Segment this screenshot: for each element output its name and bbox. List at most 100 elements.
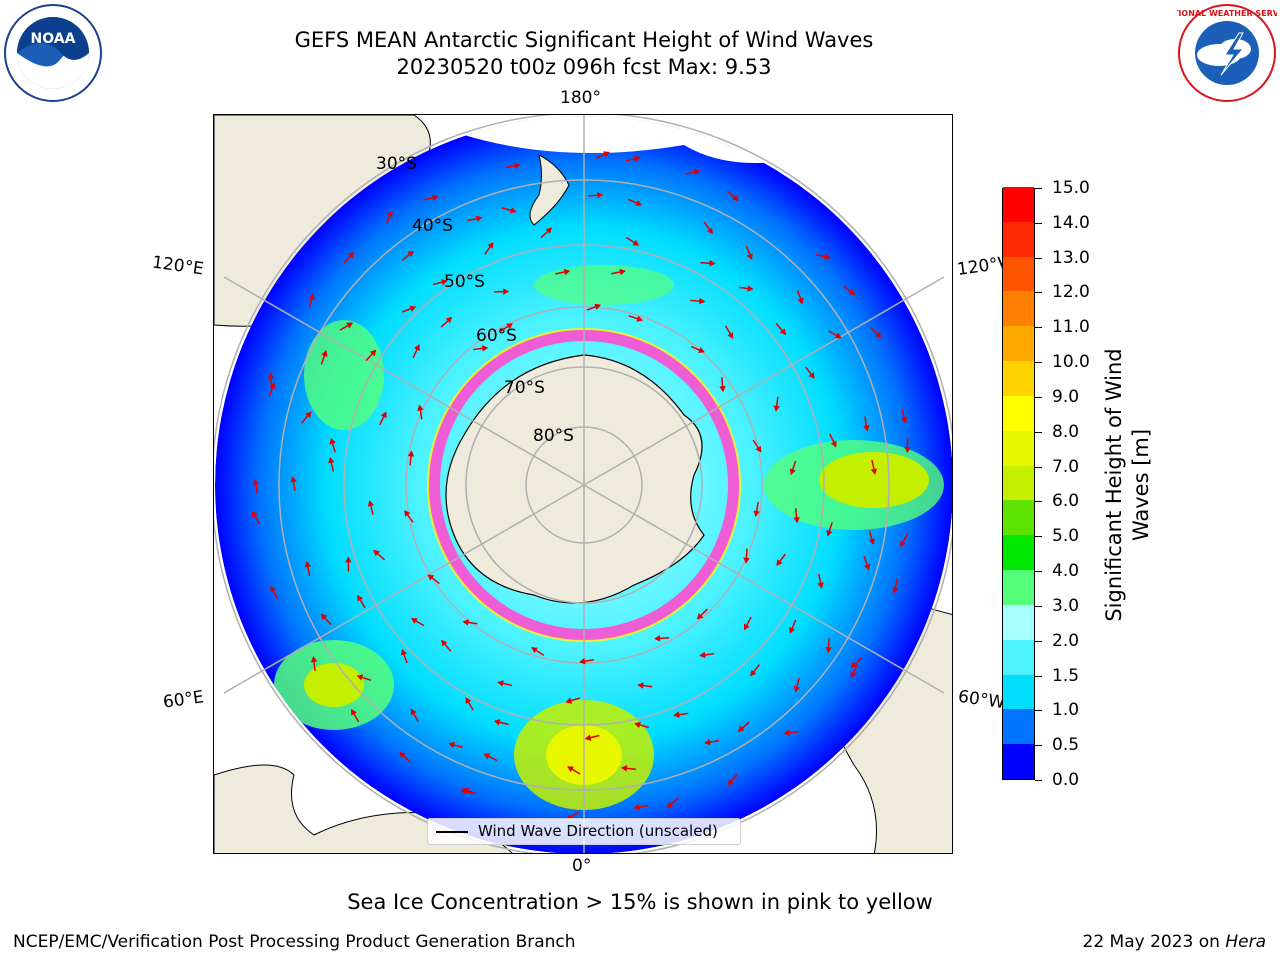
wave-arrow-head [719,385,726,393]
wave-arrow-head [584,734,592,741]
lon-label-60e: 60°E [161,687,206,713]
wave-arrow-head [565,697,573,704]
colorbar-segment [1003,465,1034,501]
footer-date-text: 22 May 2023 on [1082,932,1226,952]
colorbar-segment [1003,221,1034,257]
wave-arrow-head [304,560,311,568]
colorbar-segment [1003,743,1034,779]
colorbar-title-line2: Waves [m] [1129,428,1153,542]
wave-arrow-head [603,151,610,158]
colorbar-tick-mark [1035,222,1042,224]
colorbar-tick-label: 11.0 [1052,317,1090,338]
colorbar-tick-mark [1035,396,1042,398]
wave-arrow-head [481,345,489,352]
wave-arrow-head [345,556,352,563]
colorbar-tick-label: 5.0 [1052,526,1080,547]
wave-arrow-head [737,725,745,732]
colorbar-tick-label: 12.0 [1052,282,1090,303]
colorbar-tick-label: 0.0 [1052,770,1080,790]
wave-arrow-head [706,227,714,235]
wave-arrow-head [776,559,783,566]
wave-arrow-head [699,297,706,305]
wave-arrow-head [267,372,275,379]
wave-arrow-head [848,288,856,296]
wave-arrow-head [875,331,882,338]
wave-arrow-head [673,711,680,718]
colorbar-segment [1003,708,1034,745]
nws-logo-text: NATIONAL WEATHER SERVICE [1177,9,1277,18]
wave-arrow-head [693,168,701,176]
wave-arrow-head [727,779,734,786]
wave-arrow-head [746,253,753,260]
wave-arrow-head [755,445,762,453]
wave-arrow-head [633,803,640,811]
colorbar-segment [1003,395,1034,431]
colorbar-tick-label: 1.0 [1052,700,1080,721]
wave-arrow-head [698,347,705,354]
chart-title: GEFS MEAN Antarctic Significant Height o… [294,28,874,52]
wave-arrow-head [367,500,375,507]
wave-arrow-head [773,405,780,412]
wave-arrow-head [709,259,716,267]
colorbar-tick-label: 13.0 [1052,247,1090,268]
lat-label-30: 30°S [376,154,417,174]
wave-arrow-head [503,288,510,295]
wave-arrow-head [290,476,297,483]
colorbar-tick-label: 4.0 [1052,561,1080,582]
footer-credit: NCEP/EMC/Verification Post Processing Pr… [13,932,576,952]
wave-arrow-head [634,155,641,163]
wave-arrow-head [308,293,315,300]
wave-arrow-head [386,210,393,217]
colorbar-tick-mark [1035,640,1042,642]
wave-arrow-head [448,741,455,749]
wave-arrow-head [567,766,574,773]
wave-arrow-head [427,574,435,581]
wave-arrow-head [252,478,260,485]
wave-arrow-head [465,697,472,704]
lat-label-60: 60°S [476,326,517,346]
colorbar-segment [1003,186,1034,222]
colorbar-tick-label: 10.0 [1052,352,1090,373]
wave-arrow-head [636,315,644,322]
wave-arrow-head [475,215,483,222]
wave-arrow-head [632,239,640,246]
nws-logo: NATIONAL WEATHER SERVICE [1177,4,1277,102]
wave-arrow-head [321,350,328,357]
wave-arrow-head [868,538,876,545]
colorbar-title-line1: Significant Height of Wind [1102,348,1126,622]
wave-arrow-head [399,751,406,759]
colorbar-segment [1003,534,1034,571]
wave-arrow-head [696,612,704,620]
wave-arrow-head [441,279,448,286]
wave-arrow-head [531,647,538,654]
wave-arrow-head [252,510,258,518]
wave-arrow-head [699,651,706,659]
wave-arrow-head [305,411,312,419]
colorbar-tick-mark [1035,362,1042,364]
wave-arrow-head [351,708,357,716]
graticule [214,115,952,853]
wave-arrow-head [445,316,453,324]
sea-ice-caption: Sea Ice Concentration > 15% is shown in … [347,890,933,914]
wave-arrow-head [826,530,833,537]
wave-arrow-head [666,801,674,808]
wave-arrow-head [413,344,420,351]
wave-arrow-head [808,372,815,379]
wave-arrow-head [747,285,754,292]
wave-arrow-head [462,619,469,626]
lat-label-50: 50°S [444,272,485,292]
wave-arrow-head [357,594,364,602]
wave-arrow-head [373,549,380,557]
wave-arrow-head [483,753,491,760]
wave-arrow-head [863,425,870,432]
legend-label: Wind Wave Direction (unscaled) [478,822,718,840]
colorbar-tick-label: 0.5 [1052,735,1080,756]
wave-arrow-head [380,411,387,419]
colorbar-segment [1003,569,1034,605]
wave-arrow-head [635,199,643,206]
noaa-logo: NOAA [4,4,102,102]
colorbar [1002,186,1035,780]
wave-arrow-head [417,404,424,411]
wave-arrow-head [654,635,661,642]
wave-arrow-head [743,557,750,564]
